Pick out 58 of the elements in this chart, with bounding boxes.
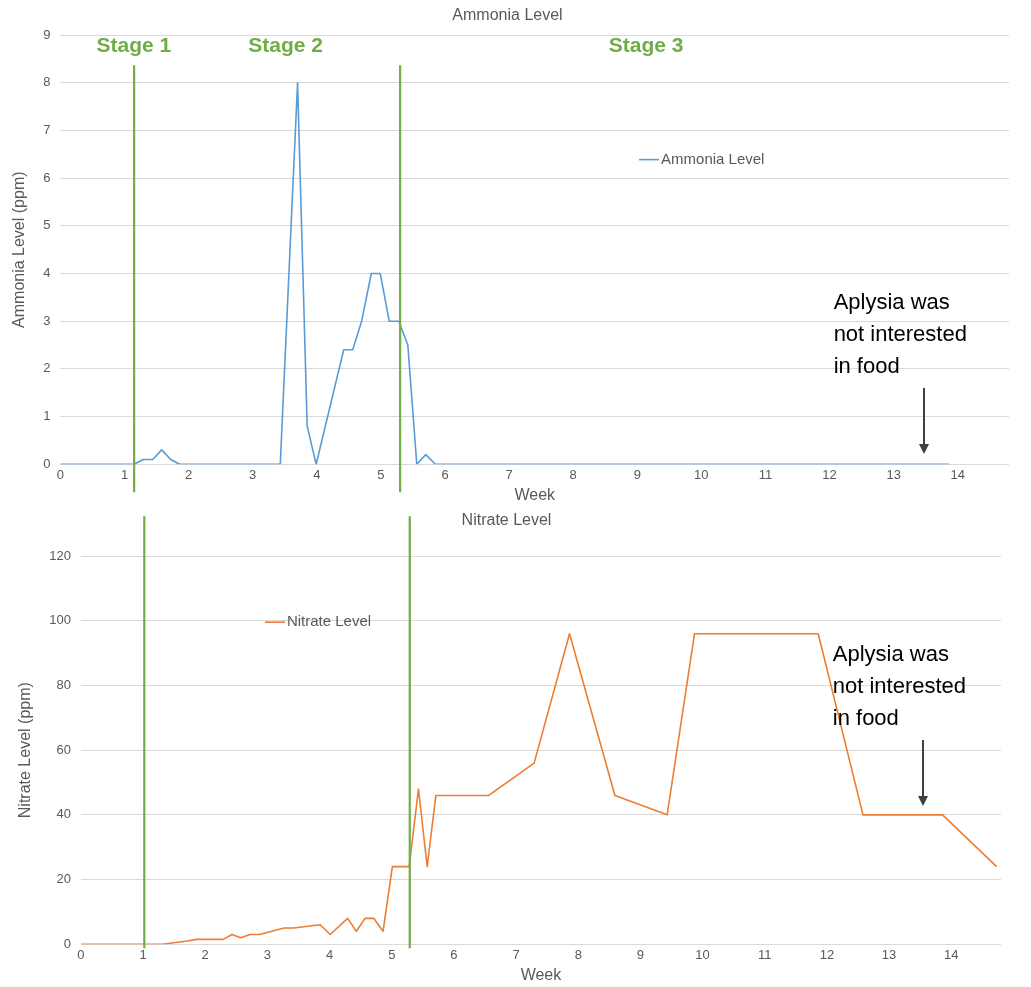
y-tick-label: 20 [56,871,71,887]
chart-title: Nitrate Level [461,511,552,529]
y-tick-label: 3 [43,312,51,328]
y-tick-label: 8 [43,74,51,90]
x-tick-label: 14 [950,466,965,482]
x-tick-label: 11 [758,466,773,482]
x-tick-label: 12 [822,466,837,482]
annotation: Stage 1 [96,33,172,56]
y-tick-label: 100 [49,612,71,628]
x-tick-label: 10 [694,466,709,482]
x-tick-label: 9 [633,466,641,482]
y-tick-label: 9 [43,26,51,42]
y-tick-label: 0 [43,455,51,471]
x-tick-label: 2 [185,466,193,482]
x-tick-label: 12 [819,946,835,962]
x-tick-label: 13 [886,466,901,482]
x-tick-label: 9 [636,946,645,962]
y-tick-label: 40 [56,806,71,822]
legend-label: Ammonia Level [661,149,765,167]
legend-label: Nitrate Level [286,612,372,630]
x-tick-label: 6 [441,466,449,482]
x-axis-title: Week [520,965,563,983]
chart-title: Ammonia Level [452,6,563,24]
x-tick-label: 3 [249,466,257,482]
annotation: Stage 3 [608,33,684,56]
y-tick-label: 80 [56,677,71,693]
y-axis-title: Nitrate Level (ppm) [16,682,34,819]
y-tick-label: 7 [43,122,51,138]
x-tick-label: 5 [388,946,396,962]
x-tick-label: 4 [313,466,321,482]
x-tick-label: 11 [758,946,772,962]
y-tick-label: 6 [43,169,51,185]
x-tick-label: 4 [325,946,334,962]
x-tick-label: 8 [574,946,582,962]
x-tick-label: 10 [695,946,710,962]
y-tick-label: 120 [49,547,71,563]
x-axis-title: Week [514,485,557,503]
x-tick-label: 7 [512,946,520,962]
x-tick-label: 1 [139,946,147,962]
y-tick-label: 4 [43,265,51,281]
x-tick-label: 14 [944,946,959,962]
y-tick-label: 60 [56,741,71,757]
y-tick-label: 5 [43,217,51,233]
x-tick-label: 5 [377,466,385,482]
x-tick-label: 1 [120,466,129,482]
annotation: Aplysia was not interested in food [833,287,968,380]
x-tick-label: 0 [77,946,85,962]
x-tick-label: 7 [505,466,513,482]
x-tick-label: 6 [450,946,458,962]
y-tick-label: 1 [43,408,51,424]
x-tick-label: 8 [569,466,577,482]
y-axis-title: Ammonia Level (ppm) [10,171,28,328]
annotation: Stage 2 [248,33,323,56]
x-tick-label: 13 [881,946,897,962]
x-tick-label: 3 [263,946,272,962]
y-tick-label: 2 [43,360,51,376]
y-tick-label: 0 [63,935,71,951]
x-tick-label: 2 [201,946,209,962]
